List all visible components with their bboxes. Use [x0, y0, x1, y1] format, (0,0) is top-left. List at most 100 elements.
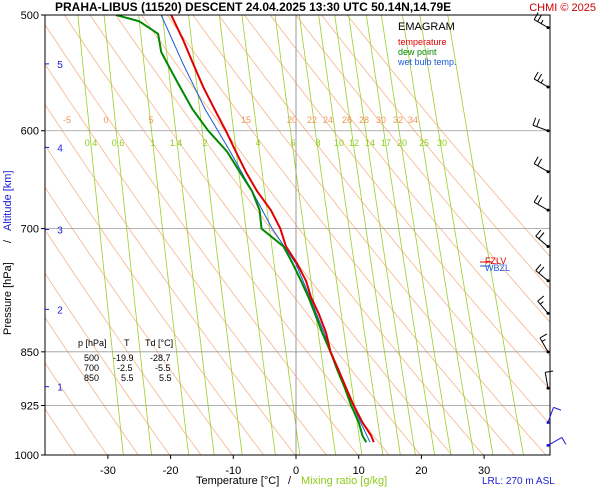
wind-barb-flag: [537, 73, 543, 82]
mixing-ratio-label: 30: [437, 138, 447, 148]
table-cell: 500: [84, 353, 99, 363]
dry-adiabat-line: [45, 23, 359, 455]
chart-title: PRAHA-LIBUS (11520) DESCENT 24.04.2025 1…: [55, 0, 451, 14]
pressure-ticks: 500 600 700 850 925 1000: [15, 10, 45, 462]
wind-barb-staff: [535, 270, 549, 282]
temperature-tick-label: -20: [163, 465, 179, 477]
dewpoint-line: [115, 15, 368, 443]
lrl-label: LRL: 270 m ASL: [482, 476, 555, 487]
dry-adiabat-line: [45, 316, 139, 455]
wind-barb-dot: [546, 26, 550, 30]
wind-barb: [544, 370, 554, 390]
table-cell: 700: [84, 363, 99, 373]
wind-barb-dot: [546, 170, 550, 174]
wind-barb-staff: [547, 407, 554, 423]
temperature-ticks: -30 -20 -10 0 10 20 30: [100, 455, 490, 477]
temperature-line: [170, 15, 375, 443]
wind-barb-dot: [546, 386, 550, 390]
dry-adiabat-line: [295, 15, 550, 323]
wind-barb-staff: [535, 235, 549, 247]
legend-wetbulb: wet bulb temp.: [397, 57, 457, 67]
x-label-mix: Mixing ratio [g/kg]: [301, 475, 387, 487]
sounding-series: [115, 15, 375, 443]
mixing-ratio-line: [298, 15, 363, 455]
theta-label: -5: [63, 115, 71, 125]
wind-barb: [532, 117, 550, 133]
wind-barb: [546, 436, 567, 447]
dry-adiabat-line: [141, 15, 484, 455]
pressure-tick-label: 700: [21, 224, 39, 236]
legend-title: EMAGRAM: [398, 21, 455, 33]
dry-adiabat-line: [192, 15, 547, 455]
theta-label: 5: [148, 115, 153, 125]
wind-barb-dot: [546, 85, 550, 89]
mixing-ratio-label: 14: [365, 138, 375, 148]
wind-barb-flag: [553, 406, 562, 411]
dry-adiabat-line: [45, 103, 296, 455]
mixing-ratio-label: 17: [381, 138, 391, 148]
table-cell: -5.5: [155, 363, 171, 373]
theta-label: 26: [342, 115, 352, 125]
mixing-ratio-label: 2: [202, 138, 207, 148]
dry-adiabat-line: [218, 15, 550, 426]
wind-barb: [533, 156, 550, 174]
wind-barb-staff: [547, 436, 563, 446]
pressure-tick-label: 500: [21, 10, 39, 22]
wbzl-label: WBZL: [485, 263, 510, 273]
wind-barb-dot: [546, 350, 550, 354]
mixing-ratio-label: 25: [419, 138, 429, 148]
wind-barb-flag: [535, 264, 542, 271]
mixing-ratio-line: [241, 15, 301, 455]
dry-adiabat-line: [45, 63, 327, 455]
temperature-tick-label: 20: [415, 465, 427, 477]
copyright: CHMI © 2025: [529, 2, 596, 14]
x-label-sep: /: [288, 475, 292, 487]
wind-barb-flag: [533, 156, 539, 164]
dry-adiabats: [45, 15, 550, 455]
y-label-alt: Altitude [km]: [2, 170, 14, 231]
wind-barb-flag: [561, 437, 567, 445]
wind-barb-flag: [538, 266, 545, 274]
theta-label: 28: [359, 115, 369, 125]
dry-adiabat-line: [45, 272, 171, 455]
wind-barb-dot: [546, 279, 550, 283]
mixing-ratio-label: 1: [150, 138, 155, 148]
mixing-ratio-label: 8: [315, 138, 320, 148]
mixing-ratio-line: [188, 15, 243, 455]
wind-barb-flag: [537, 158, 543, 166]
wind-barb-staff: [544, 372, 549, 389]
wind-barb-flag: [533, 12, 539, 20]
wind-barb-flag: [537, 295, 545, 302]
wind-barb-flag: [536, 118, 540, 127]
wind-barb-flag: [535, 229, 542, 237]
mixing-ratio-label: 20: [397, 138, 407, 148]
dry-adiabat-line: [45, 362, 108, 455]
wind-barb-dot: [546, 311, 550, 315]
mixing-ratio-lines: [77, 15, 524, 455]
wind-barb-staff: [533, 201, 549, 211]
theta-label: 34: [408, 115, 418, 125]
mixing-ratio-label: 6: [290, 138, 295, 148]
dry-adiabat-line: [166, 15, 515, 455]
mixing-ratio-labels: 0.4 0.6 1 1.4 2 4 6 8 10 12 14 17 20 25 30: [85, 138, 447, 148]
mixing-ratio-line: [401, 15, 475, 455]
wbzl-marker: WBZL: [480, 263, 510, 273]
wind-barb-dot: [546, 244, 550, 248]
y-axis-label: Pressure [hPa] / Altitude [km]: [2, 170, 14, 335]
wind-barb: [537, 295, 550, 315]
mixing-ratio-line: [138, 15, 189, 455]
mixing-ratio-label: 4: [255, 138, 260, 148]
level-table: p [hPa] T Td [°C] 500 -19.9 -28.7 700 -2…: [78, 338, 173, 383]
wind-barb-staff: [539, 337, 549, 353]
wind-barb: [533, 71, 550, 89]
theta-label: 0: [103, 115, 108, 125]
mixing-ratio-line: [380, 15, 452, 455]
wind-barb: [533, 195, 550, 212]
wind-barb-flag: [537, 14, 543, 22]
table-cell: 5.5: [121, 373, 134, 383]
fzl-label: FZLV: [485, 256, 506, 266]
altitude-tick-label: 5: [57, 60, 63, 71]
altitude-tick-label: 4: [57, 143, 63, 154]
isobars: [45, 130, 550, 406]
wind-barb: [539, 333, 550, 354]
